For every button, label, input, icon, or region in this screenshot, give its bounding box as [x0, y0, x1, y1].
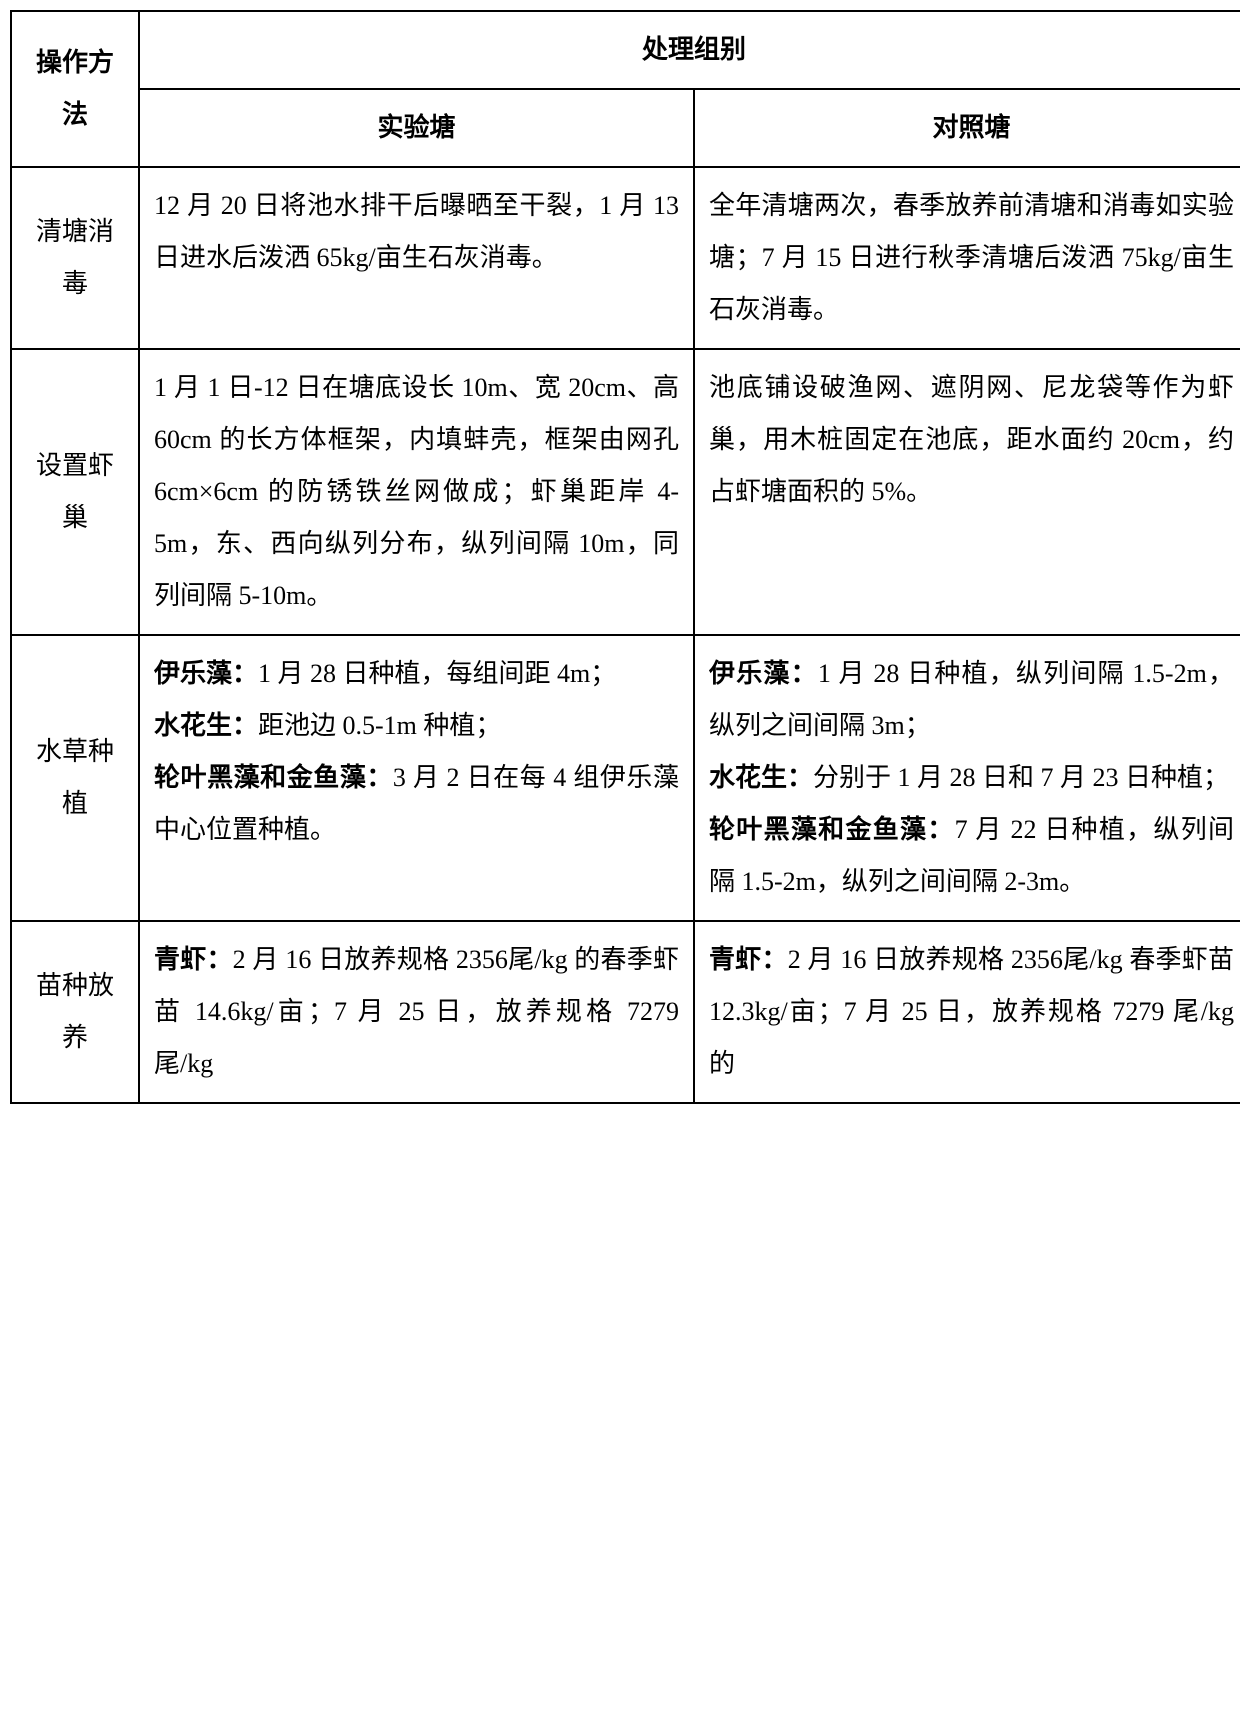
row-label: 苗种放养 [11, 921, 139, 1103]
bold-label: 伊乐藻： [709, 659, 818, 688]
bold-label: 水花生： [154, 711, 258, 740]
header-experimental: 实验塘 [139, 89, 694, 167]
header-row-1: 操作方法 处理组别 [11, 11, 1240, 89]
table-row: 水草种植 伊乐藻：1 月 28 日种植，每组间距 4m； 水花生：距池边 0.5… [11, 635, 1240, 921]
cell-ctrl: 青虾：2 月 16 日放养规格 2356尾/kg 春季虾苗 12.3kg/亩；7… [694, 921, 1240, 1103]
cell-exp: 1 月 1 日-12 日在塘底设长 10m、宽 20cm、高 60cm 的长方体… [139, 349, 694, 635]
row-label: 设置虾巢 [11, 349, 139, 635]
cell-ctrl: 全年清塘两次，春季放养前清塘和消毒如实验塘；7 月 15 日进行秋季清塘后泼洒 … [694, 167, 1240, 349]
header-group: 处理组别 [139, 11, 1240, 89]
table-row: 设置虾巢 1 月 1 日-12 日在塘底设长 10m、宽 20cm、高 60cm… [11, 349, 1240, 635]
text-segment: 分别于 1 月 28 日和 7 月 23 日种植； [813, 763, 1229, 792]
cell-exp: 12 月 20 日将池水排干后曝晒至干裂，1 月 13 日进水后泼洒 65kg/… [139, 167, 694, 349]
bold-label: 青虾： [154, 945, 233, 974]
cell-exp: 伊乐藻：1 月 28 日种植，每组间距 4m； 水花生：距池边 0.5-1m 种… [139, 635, 694, 921]
row-label: 水草种植 [11, 635, 139, 921]
text-segment: 2 月 16 日放养规格 2356尾/kg 的春季虾苗 14.6kg/亩；7 月… [154, 945, 679, 1078]
row-label: 清塘消毒 [11, 167, 139, 349]
cell-exp: 青虾：2 月 16 日放养规格 2356尾/kg 的春季虾苗 14.6kg/亩；… [139, 921, 694, 1103]
cell-ctrl: 伊乐藻：1 月 28 日种植，纵列间隔 1.5-2m，纵列之间间隔 3m； 水花… [694, 635, 1240, 921]
cell-ctrl: 池底铺设破渔网、遮阴网、尼龙袋等作为虾巢，用木桩固定在池底，距水面约 20cm，… [694, 349, 1240, 635]
header-operation: 操作方法 [11, 11, 139, 167]
bold-label: 水花生： [709, 763, 813, 792]
header-row-2: 实验塘 对照塘 [11, 89, 1240, 167]
bold-label: 轮叶黑藻和金鱼藻： [709, 815, 955, 844]
text-segment: 1 月 28 日种植，每组间距 4m； [258, 659, 616, 688]
table-row: 苗种放养 青虾：2 月 16 日放养规格 2356尾/kg 的春季虾苗 14.6… [11, 921, 1240, 1103]
text-segment: 2 月 16 日放养规格 2356尾/kg 春季虾苗 12.3kg/亩；7 月 … [709, 945, 1234, 1078]
header-control: 对照塘 [694, 89, 1240, 167]
table-row: 清塘消毒 12 月 20 日将池水排干后曝晒至干裂，1 月 13 日进水后泼洒 … [11, 167, 1240, 349]
bold-label: 轮叶黑藻和金鱼藻： [154, 763, 393, 792]
text-segment: 距池边 0.5-1m 种植； [258, 711, 501, 740]
bold-label: 青虾： [709, 945, 788, 974]
comparison-table: 操作方法 处理组别 实验塘 对照塘 清塘消毒 12 月 20 日将池水排干后曝晒… [10, 10, 1240, 1104]
bold-label: 伊乐藻： [154, 659, 258, 688]
